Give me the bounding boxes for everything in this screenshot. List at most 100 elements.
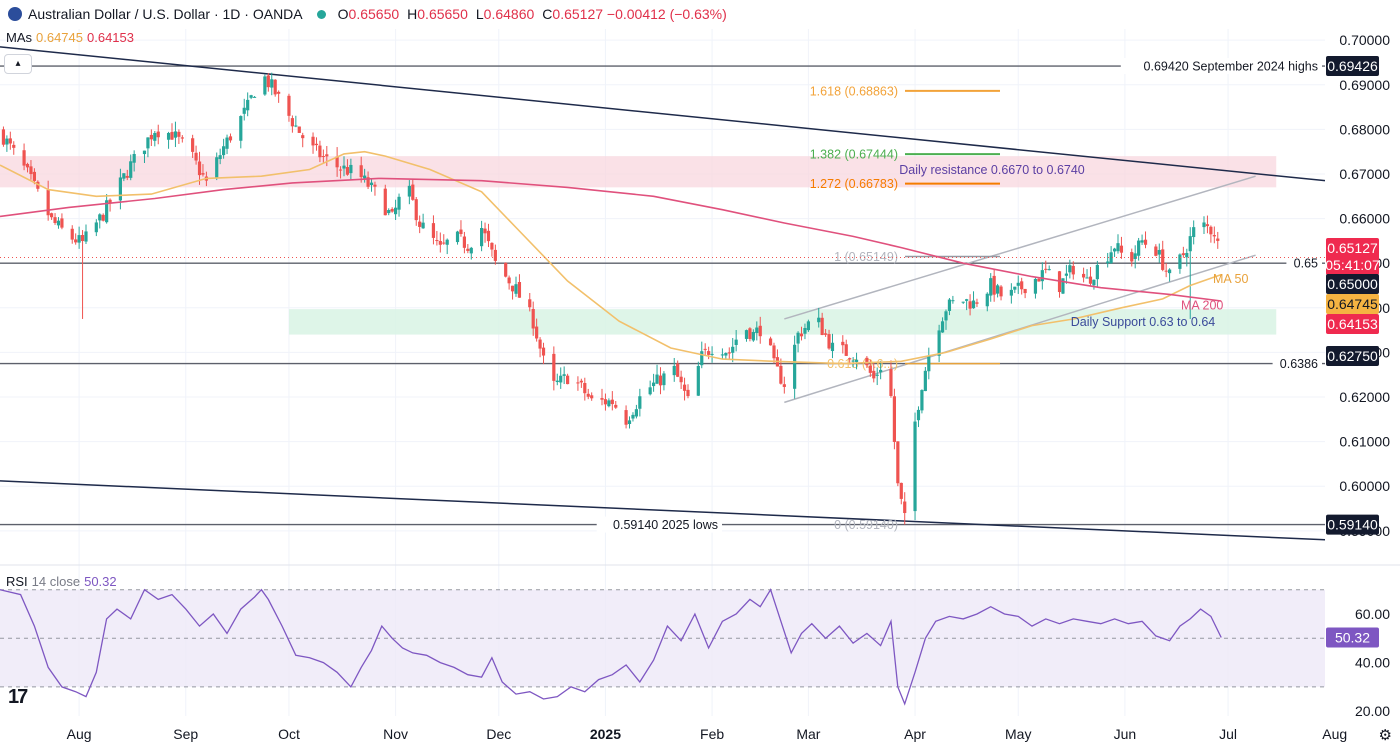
candle-down[interactable] xyxy=(1209,226,1213,235)
candle-down[interactable] xyxy=(70,228,74,240)
candle-down[interactable] xyxy=(1161,249,1165,270)
candle-down[interactable] xyxy=(493,249,497,261)
candle-down[interactable] xyxy=(466,248,470,251)
candle-down[interactable] xyxy=(438,240,442,245)
candle-down[interactable] xyxy=(191,138,195,152)
candle-up[interactable] xyxy=(920,390,924,411)
candle-down[interactable] xyxy=(586,393,590,397)
candle-up[interactable] xyxy=(944,311,948,321)
candle-down[interactable] xyxy=(576,382,580,384)
channel-upper-line[interactable] xyxy=(784,175,1256,320)
candle-up[interactable] xyxy=(514,284,518,294)
ma-legend[interactable]: MAs 0.64745 0.64153 xyxy=(6,30,134,45)
candle-down[interactable] xyxy=(1020,281,1024,290)
candle-up[interactable] xyxy=(1116,243,1120,252)
candle-down[interactable] xyxy=(758,325,762,337)
candle-up[interactable] xyxy=(1112,248,1117,252)
rsi-line[interactable] xyxy=(0,588,1222,706)
candle-up[interactable] xyxy=(153,133,157,141)
candle-up[interactable] xyxy=(989,278,993,296)
candle-down[interactable] xyxy=(228,136,233,141)
candle-down[interactable] xyxy=(748,328,752,339)
candle-up[interactable] xyxy=(118,177,122,201)
candle-up[interactable] xyxy=(830,342,835,352)
candle-up[interactable] xyxy=(627,420,632,424)
candle-down[interactable] xyxy=(290,118,294,127)
price-axis[interactable]: 0.70000 0.69000 0.68000 0.67000 0.66000 0.650… xyxy=(1325,0,1400,747)
candle-down[interactable] xyxy=(1119,245,1124,253)
candle-up[interactable] xyxy=(1047,269,1051,271)
lower-downtrend-line[interactable] xyxy=(0,480,1326,541)
candle-down[interactable] xyxy=(1023,288,1027,294)
candle-up[interactable] xyxy=(242,107,246,114)
candle-up[interactable] xyxy=(1016,282,1020,286)
candle-down[interactable] xyxy=(170,131,174,140)
candle-down[interactable] xyxy=(8,138,12,144)
candle-up[interactable] xyxy=(1157,249,1161,255)
candle-up[interactable] xyxy=(1106,261,1110,264)
candle-up[interactable] xyxy=(142,150,147,155)
candle-down[interactable] xyxy=(1154,246,1158,256)
candle-up[interactable] xyxy=(562,374,566,376)
candle-up[interactable] xyxy=(638,396,642,409)
candle-up[interactable] xyxy=(239,116,243,141)
candle-down[interactable] xyxy=(841,341,845,346)
candle-up[interactable] xyxy=(1109,252,1113,264)
candle-up[interactable] xyxy=(634,409,638,417)
candle-up[interactable] xyxy=(349,164,353,174)
candle-up[interactable] xyxy=(225,137,229,149)
candle-down[interactable] xyxy=(53,217,57,223)
candle-up[interactable] xyxy=(218,155,222,160)
candle-up[interactable] xyxy=(1202,222,1206,228)
candle-up[interactable] xyxy=(222,146,226,156)
candle-up[interactable] xyxy=(607,400,611,407)
candle-up[interactable] xyxy=(731,346,735,353)
candle-up[interactable] xyxy=(146,137,150,149)
candle-up[interactable] xyxy=(793,344,797,389)
candle-up[interactable] xyxy=(803,327,807,334)
candle-down[interactable] xyxy=(768,338,773,346)
candle-up[interactable] xyxy=(1033,278,1038,294)
candle-up[interactable] xyxy=(961,301,965,303)
candle-down[interactable] xyxy=(1216,238,1220,241)
upper-downtrend-line[interactable] xyxy=(0,46,1326,182)
candle-down[interactable] xyxy=(60,218,64,228)
candle-down[interactable] xyxy=(603,399,608,405)
candle-up[interactable] xyxy=(394,207,398,215)
candle-up[interactable] xyxy=(662,373,666,386)
candle-up[interactable] xyxy=(996,285,1000,294)
candle-down[interactable] xyxy=(486,230,491,242)
candle-up[interactable] xyxy=(854,359,859,362)
candle-down[interactable] xyxy=(1181,253,1185,256)
candle-up[interactable] xyxy=(294,125,298,127)
candle-down[interactable] xyxy=(779,365,783,384)
candle-down[interactable] xyxy=(301,135,305,139)
candle-down[interactable] xyxy=(338,169,343,171)
candle-up[interactable] xyxy=(407,185,411,197)
candle-up[interactable] xyxy=(342,165,346,169)
candle-up[interactable] xyxy=(421,222,425,229)
candle-down[interactable] xyxy=(311,136,315,146)
time-axis[interactable]: Aug Sep Oct Nov Dec 2025 Feb Mar Apr May Jun Jul Aug xyxy=(67,726,1348,742)
candle-down[interactable] xyxy=(277,91,281,94)
candle-down[interactable] xyxy=(727,352,731,354)
candle-up[interactable] xyxy=(720,354,724,356)
candle-down[interactable] xyxy=(125,175,129,178)
resistance-zone[interactable] xyxy=(0,156,1277,188)
support-zone[interactable] xyxy=(288,309,1277,335)
candle-down[interactable] xyxy=(29,166,33,175)
tradingview-logo-icon[interactable]: 17 xyxy=(8,686,28,708)
candle-down[interactable] xyxy=(1205,224,1210,227)
candle-down[interactable] xyxy=(848,358,852,360)
candle-down[interactable] xyxy=(108,199,112,203)
candle-down[interactable] xyxy=(74,239,78,243)
candle-down[interactable] xyxy=(156,131,160,138)
candle-up[interactable] xyxy=(166,132,171,140)
candle-down[interactable] xyxy=(899,482,903,499)
candle-up[interactable] xyxy=(875,374,879,376)
candle-up[interactable] xyxy=(480,228,484,247)
candle-up[interactable] xyxy=(56,220,61,226)
candle-down[interactable] xyxy=(1088,276,1093,284)
candle-down[interactable] xyxy=(321,156,325,158)
candle-up[interactable] xyxy=(132,153,136,163)
